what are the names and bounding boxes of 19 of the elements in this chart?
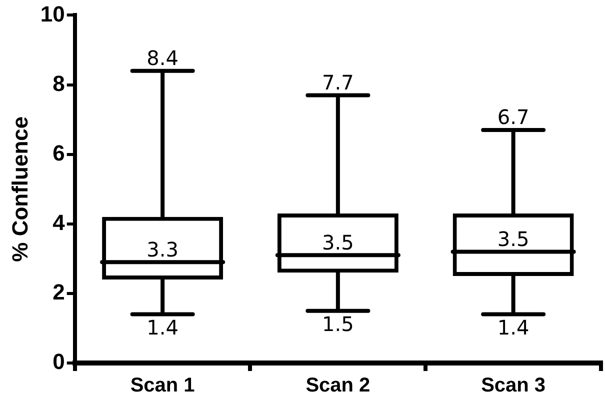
x-tick-label: Scan 1: [130, 374, 195, 397]
x-tick-label: Scan 3: [481, 374, 546, 397]
y-tick-label: 2: [52, 280, 65, 305]
annotation: 7.7: [322, 70, 354, 94]
annotation: 3.5: [497, 226, 530, 251]
annotation: 1.4: [146, 316, 178, 340]
y-tick-label: 6: [52, 140, 65, 166]
annotation: 3.5: [322, 230, 354, 254]
x-tick-label: Scan 2: [306, 374, 370, 397]
y-tick-label: 8: [52, 70, 65, 96]
y-axis-title: % Confluence: [7, 116, 32, 262]
annotation: 6.7: [497, 105, 530, 130]
y-tick-label: 0: [52, 349, 65, 374]
annotation: 3.3: [146, 237, 178, 262]
annotation: 8.4: [146, 46, 178, 70]
annotation: 1.4: [497, 316, 530, 340]
y-tick-label: 10: [40, 1, 65, 26]
y-tick-label: 4: [52, 210, 66, 235]
annotation: 1.5: [322, 312, 354, 336]
